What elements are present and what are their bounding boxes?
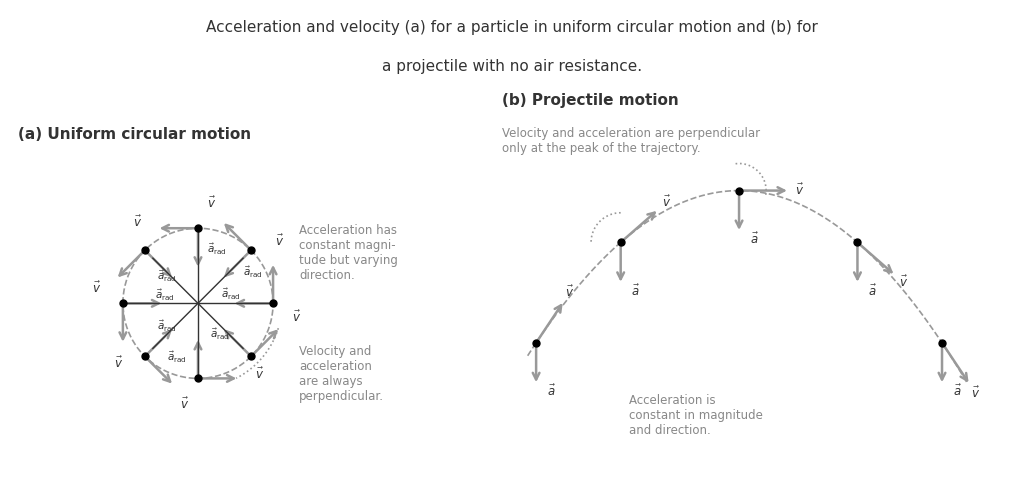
Text: $\vec{v}$: $\vec{v}$: [899, 275, 908, 290]
Text: $\vec{v}$: $\vec{v}$: [114, 356, 123, 371]
Text: $\vec{a}_{\rm rad}$: $\vec{a}_{\rm rad}$: [243, 265, 263, 280]
Text: $\vec{a}$: $\vec{a}$: [952, 384, 962, 399]
Text: $\vec{a}_{\rm rad}$: $\vec{a}_{\rm rad}$: [210, 327, 229, 342]
Text: $\vec{a}_{\rm rad}$: $\vec{a}_{\rm rad}$: [155, 288, 174, 303]
Text: $\vec{v}$: $\vec{v}$: [207, 196, 216, 211]
Text: $\vec{v}$: $\vec{v}$: [179, 397, 188, 412]
Text: Acceleration and velocity (a) for a particle in uniform circular motion and (b) : Acceleration and velocity (a) for a part…: [206, 20, 818, 35]
Text: $\vec{a}$: $\vec{a}$: [750, 232, 759, 247]
Text: $\vec{v}$: $\vec{v}$: [255, 367, 264, 382]
Text: $\vec{a}_{\rm rad}$: $\vec{a}_{\rm rad}$: [207, 241, 226, 256]
Text: $\vec{v}$: $\vec{v}$: [274, 234, 284, 249]
Text: $\vec{v}$: $\vec{v}$: [565, 285, 574, 299]
Text: $\vec{v}$: $\vec{v}$: [796, 183, 805, 198]
Text: $\vec{a}_{\rm rad}$: $\vec{a}_{\rm rad}$: [221, 287, 242, 302]
Text: a projectile with no air resistance.: a projectile with no air resistance.: [382, 59, 642, 74]
Text: $\vec{a}$: $\vec{a}$: [868, 284, 878, 299]
Text: Velocity and
acceleration
are always
perpendicular.: Velocity and acceleration are always per…: [299, 345, 384, 402]
Text: $\vec{a}_{\rm rad}$: $\vec{a}_{\rm rad}$: [157, 268, 177, 284]
Text: Velocity and acceleration are perpendicular
only at the peak of the trajectory.: Velocity and acceleration are perpendicu…: [503, 127, 761, 155]
Text: Acceleration is
constant in magnitude
and direction.: Acceleration is constant in magnitude an…: [629, 394, 763, 437]
Text: $\vec{a}$: $\vec{a}$: [547, 384, 556, 399]
Text: $\vec{v}$: $\vec{v}$: [292, 309, 301, 325]
Text: (b) Projectile motion: (b) Projectile motion: [503, 94, 679, 108]
Text: $\vec{v}$: $\vec{v}$: [92, 281, 101, 296]
Text: $\vec{a}$: $\vec{a}$: [632, 284, 640, 299]
Text: $\vec{a}_{\rm rad}$: $\vec{a}_{\rm rad}$: [167, 350, 186, 365]
Text: $\vec{v}$: $\vec{v}$: [971, 386, 980, 401]
Text: (a) Uniform circular motion: (a) Uniform circular motion: [17, 127, 251, 142]
Text: Acceleration has
constant magni-
tude but varying
direction.: Acceleration has constant magni- tude bu…: [299, 224, 398, 283]
Text: $\vec{a}_{\rm rad}$: $\vec{a}_{\rm rad}$: [157, 319, 177, 335]
Text: $\vec{v}$: $\vec{v}$: [133, 215, 142, 230]
Text: $\vec{v}$: $\vec{v}$: [662, 195, 671, 210]
